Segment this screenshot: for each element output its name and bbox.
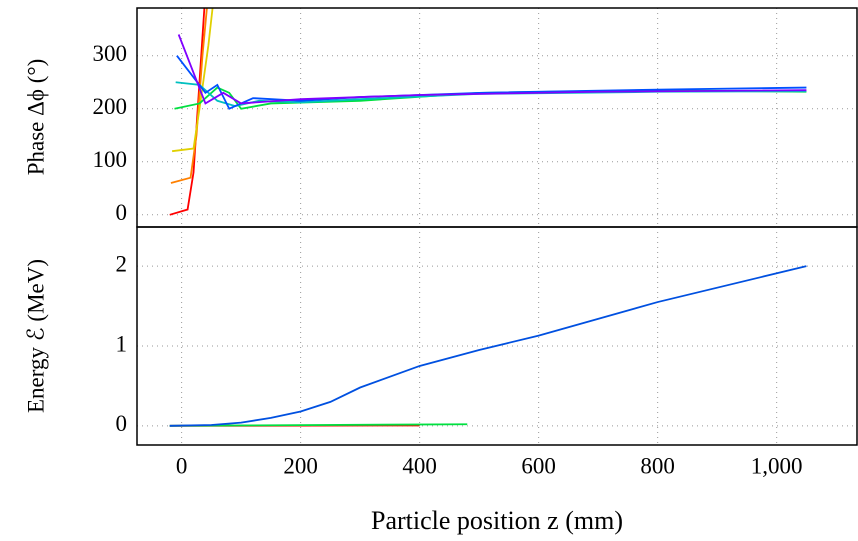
y-tick-label: 0 (116, 200, 128, 225)
x-tick-label: 200 (283, 453, 318, 478)
axes-frame (136, 226, 858, 446)
data-line (176, 55, 807, 110)
x-tick-label: 1,000 (751, 453, 803, 478)
axes-frame (136, 7, 858, 228)
data-line (177, 34, 807, 105)
data-line (170, 8, 208, 184)
data-line (169, 8, 206, 216)
plot-area (169, 8, 807, 216)
y-tick-label: 100 (93, 147, 128, 172)
y-tick-label: 0 (116, 411, 128, 436)
y-axis-label: Energy ℰ (MeV) (23, 259, 48, 413)
y-tick-label: 300 (93, 41, 128, 66)
x-axis-label: Particle position z (mm) (371, 506, 623, 535)
y-tick-label: 1 (116, 331, 128, 356)
x-tick-label: 0 (176, 453, 188, 478)
data-line (169, 265, 807, 427)
data-line (171, 8, 214, 153)
x-tick-label: 400 (402, 453, 437, 478)
y-tick-label: 200 (93, 94, 128, 119)
y-tick-label: 2 (116, 251, 128, 276)
plot-area (169, 265, 807, 427)
y-axis-label: Phase Δϕ (°) (23, 59, 48, 176)
data-line (169, 423, 468, 427)
x-tick-label: 600 (521, 453, 556, 478)
x-tick-label: 800 (640, 453, 675, 478)
